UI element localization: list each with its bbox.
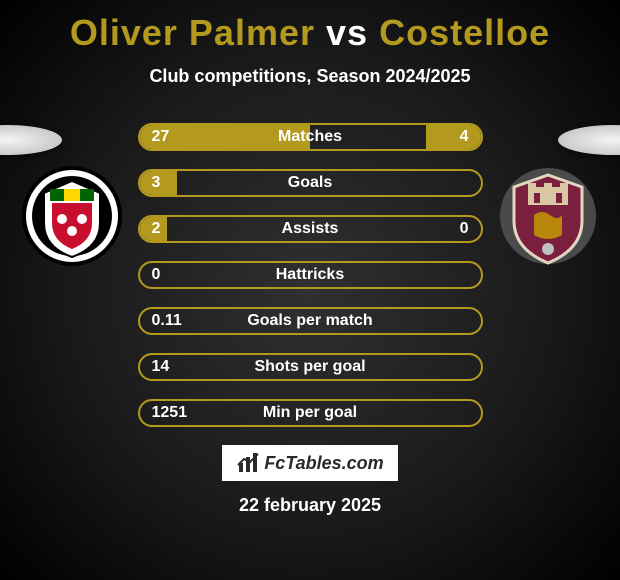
snapshot-date: 22 february 2025 (0, 495, 620, 516)
brand-badge: FcTables.com (222, 445, 398, 481)
bar-chart-icon (236, 451, 260, 475)
competition-subtitle: Club competitions, Season 2024/2025 (0, 66, 620, 87)
comparison-title: Oliver Palmer vs Costelloe (0, 0, 620, 54)
club-crest-left (22, 163, 122, 269)
shadow-disc-left (0, 125, 62, 155)
club-crest-right (498, 163, 598, 269)
stat-label: Goals (140, 171, 481, 195)
crest-left-icon (22, 163, 122, 269)
stat-bar: 1251Min per goal (138, 399, 483, 427)
player2-name: Costelloe (379, 12, 550, 53)
comparison-arena: 27Matches43Goals2Assists00Hattricks0.11G… (0, 105, 620, 427)
crest-right-icon (498, 163, 598, 269)
brand-text: FcTables.com (264, 453, 383, 474)
player1-name: Oliver Palmer (70, 12, 315, 53)
stat-label: Shots per goal (140, 355, 481, 379)
stat-bar: 0.11Goals per match (138, 307, 483, 335)
stat-bars: 27Matches43Goals2Assists00Hattricks0.11G… (138, 105, 483, 427)
stat-bar: 27Matches4 (138, 123, 483, 151)
stat-value-right: 0 (460, 217, 469, 241)
stat-label: Assists (140, 217, 481, 241)
stat-value-right: 4 (460, 125, 469, 149)
stat-bar: 0Hattricks (138, 261, 483, 289)
stat-bar: 3Goals (138, 169, 483, 197)
shadow-disc-right (558, 125, 620, 155)
stat-label: Matches (140, 125, 481, 149)
stat-label: Goals per match (140, 309, 481, 333)
stat-label: Hattricks (140, 263, 481, 287)
vs-separator: vs (326, 12, 368, 53)
stat-bar: 14Shots per goal (138, 353, 483, 381)
stat-bar: 2Assists0 (138, 215, 483, 243)
stat-label: Min per goal (140, 401, 481, 425)
